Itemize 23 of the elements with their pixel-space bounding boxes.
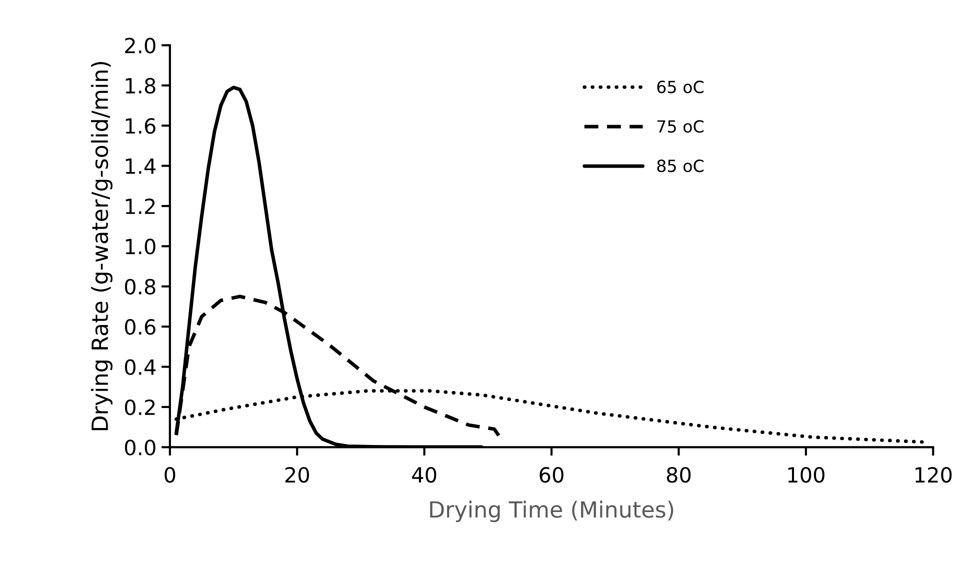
y-tick-label: 1.6 (126, 118, 156, 134)
legend-label: 85 oC (657, 160, 704, 172)
x-tick-label: 60 (540, 466, 564, 483)
x-tick-label: 120 (916, 466, 952, 483)
y-tick-label: 0.8 (124, 278, 156, 295)
legend-label: 75 oC (657, 120, 704, 133)
x-tick-label: 20 (285, 466, 309, 483)
x-axis-title: Drying Time (Minutes) (430, 500, 674, 522)
x-tick-label: 0 (164, 466, 176, 483)
x-tick-label: 100 (788, 466, 824, 483)
y-tick-label: 1.0 (126, 238, 156, 254)
y-axis-title: Drying Rate (g-water/g-solid/min) (90, 62, 112, 430)
y-tick-label: 1.2 (126, 198, 155, 214)
y-tick-label: 2.0 (125, 38, 156, 54)
y-tick-label: 1.8 (126, 78, 156, 94)
x-tick-label: 40 (412, 466, 436, 483)
y-tick-label: 0.4 (124, 359, 156, 376)
y-tick-label: 0.2 (124, 399, 155, 416)
y-tick-label: 0.6 (124, 319, 156, 335)
y-tick-label: 1.4 (126, 158, 156, 174)
x-tick-label: 80 (666, 466, 691, 483)
y-tick-label: 0.0 (124, 440, 156, 456)
legend-label: 65 oC (657, 80, 704, 94)
